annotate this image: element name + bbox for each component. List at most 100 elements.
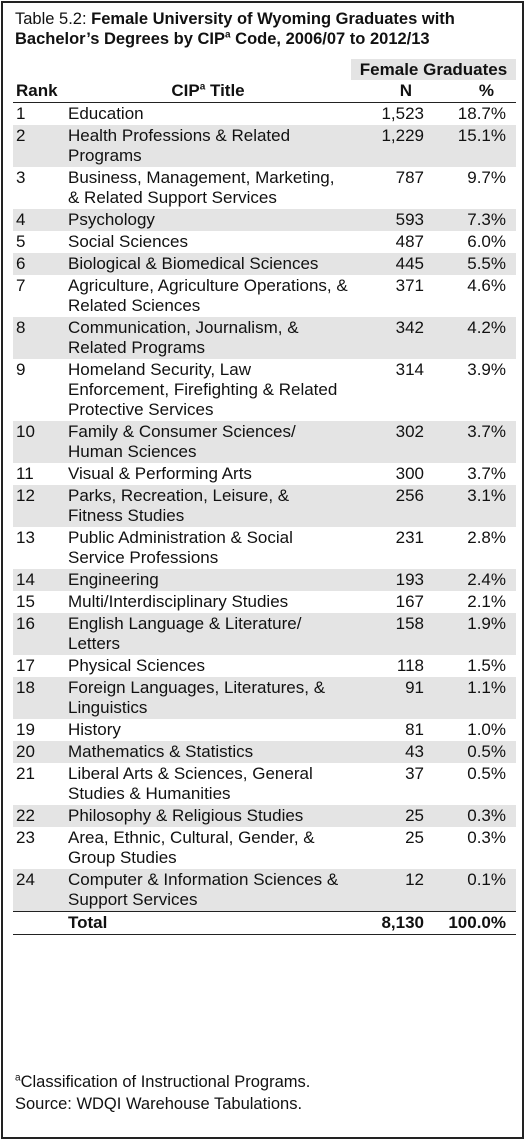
rank: 11 [16, 464, 34, 483]
cip-title: Area, Ethnic, Cultural, Gender, & Group … [68, 828, 315, 867]
count: 342 [351, 317, 432, 359]
table-row: 1 Education 1,523 18.7% [13, 103, 516, 126]
rank: 10 [13, 421, 65, 463]
percent: 3.7% [432, 421, 516, 463]
percent: 3.7% [467, 464, 506, 483]
rank: 14 [13, 569, 65, 591]
rank: 16 [13, 613, 65, 655]
cip-title: Parks, Recreation, Leisure, & Fitness St… [65, 485, 351, 527]
percent: 2.1% [467, 592, 506, 611]
table-row: 16 English Language & Literature/ Letters… [13, 613, 516, 655]
table-row: 14 Engineering 193 2.4% [13, 569, 516, 591]
table-row: 21 Liberal Arts & Sciences, General Studi… [13, 763, 516, 805]
cip-title: Communication, Journalism, & Related Pro… [65, 317, 351, 359]
table-row: 17 Physical Sciences 118 1.5% [13, 655, 516, 677]
count: 787 [395, 168, 424, 187]
count: 158 [351, 613, 432, 655]
count: 231 [395, 528, 424, 547]
rank: 2 [13, 125, 65, 167]
cip-rest: Title [205, 81, 245, 100]
count: 593 [351, 209, 432, 231]
percent: 0.3% [432, 805, 516, 827]
percent: 15.1% [432, 125, 516, 167]
cip-title: Foreign Languages, Literatures, & Lingui… [65, 677, 351, 719]
cip-title: Engineering [65, 569, 351, 591]
pct-header: % [432, 80, 516, 103]
table-body: 1 Education 1,523 18.7% 2 Health Professions … [13, 103, 516, 935]
cip-title: History [68, 720, 121, 739]
count: 371 [395, 276, 424, 295]
table-row: 9 Homeland Security, Law Enforcement, Fir… [13, 359, 516, 421]
rank: 3 [16, 168, 26, 187]
rank: 5 [16, 232, 26, 251]
cip: CIP [171, 81, 200, 100]
cip-title: Homeland Security, Law Enforcement, Fire… [68, 360, 338, 419]
count: 487 [395, 232, 424, 251]
rank: 6 [13, 253, 65, 275]
percent: 7.3% [432, 209, 516, 231]
table-row: 23 Area, Ethnic, Cultural, Gender, & Grou… [13, 827, 516, 869]
table-row: 5 Social Sciences 487 6.0% [13, 231, 516, 253]
rank-header: Rank [13, 80, 65, 103]
percent: 18.7% [457, 104, 506, 123]
table-row: 3 Business, Management, Marketing, & Rela… [13, 167, 516, 209]
table-row: 20 Mathematics & Statistics 43 0.5% [13, 741, 516, 763]
rank: 12 [13, 485, 65, 527]
table-row: 18 Foreign Languages, Literatures, & Ling… [13, 677, 516, 719]
cip-title: Visual & Performing Arts [68, 464, 252, 483]
rank: 23 [16, 828, 35, 847]
count: 43 [351, 741, 432, 763]
percent: 5.5% [432, 253, 516, 275]
count: 37 [405, 764, 424, 783]
footnote: aClassification of Instructional Program… [15, 1071, 310, 1093]
rank: 24 [13, 869, 65, 912]
cip-title: Philosophy & Religious Studies [65, 805, 351, 827]
count: 1,523 [381, 104, 424, 123]
percent: 1.1% [432, 677, 516, 719]
count: 300 [395, 464, 424, 483]
cip-title: Family & Consumer Sciences/ Human Scienc… [65, 421, 351, 463]
footnote-text: Classification of Instructional Programs… [20, 1073, 311, 1091]
count: 167 [395, 592, 424, 611]
percent: 1.0% [467, 720, 506, 739]
title-end: Code, 2006/07 to 2012/13 [230, 30, 430, 48]
rank: 8 [13, 317, 65, 359]
source: Source: WDQI Warehouse Tabulations. [15, 1095, 303, 1113]
notes: aClassification of Instructional Program… [15, 1071, 310, 1115]
rank: 9 [16, 360, 26, 379]
table-row: 24 Computer & Information Sciences & Supp… [13, 869, 516, 912]
cip-title: Business, Management, Marketing, & Relat… [68, 168, 335, 207]
percent: 3.9% [467, 360, 506, 379]
percent: 4.6% [467, 276, 506, 295]
table-row: 22 Philosophy & Religious Studies 25 0.3% [13, 805, 516, 827]
count: 256 [351, 485, 432, 527]
count: 314 [395, 360, 424, 379]
table-row: 7 Agriculture, Agriculture Operations, & … [13, 275, 516, 317]
table-row: 4 Psychology 593 7.3% [13, 209, 516, 231]
group-header: Female Graduates [351, 59, 516, 80]
cip-title: Liberal Arts & Sciences, General Studies… [68, 764, 313, 803]
table-row: 11 Visual & Performing Arts 300 3.7% [13, 463, 516, 485]
percent: 0.1% [432, 869, 516, 912]
table-row: 13 Public Administration & Social Service… [13, 527, 516, 569]
percent: 0.3% [467, 828, 506, 847]
cip-title: Public Administration & Social Service P… [68, 528, 293, 567]
rank: 4 [13, 209, 65, 231]
rank: 19 [16, 720, 35, 739]
cip-title: Physical Sciences [68, 656, 206, 675]
count: 25 [405, 828, 424, 847]
count: 445 [351, 253, 432, 275]
cip-title: Computer & Information Sciences & Suppor… [65, 869, 351, 912]
cip-title: Agriculture, Agriculture Operations, & R… [68, 276, 348, 315]
n-header: N [351, 80, 432, 103]
count: 12 [351, 869, 432, 912]
title: Table 5.2: Female University of Wyoming … [15, 9, 515, 49]
title-text: Female University of Wyoming Graduates w… [15, 10, 455, 48]
rank: 13 [16, 528, 35, 547]
cip-title: Education [68, 104, 144, 123]
table-row: 12 Parks, Recreation, Leisure, & Fitness … [13, 485, 516, 527]
table-row: 10 Family & Consumer Sciences/ Human Scie… [13, 421, 516, 463]
rank: 17 [16, 656, 35, 675]
percent: 4.2% [432, 317, 516, 359]
